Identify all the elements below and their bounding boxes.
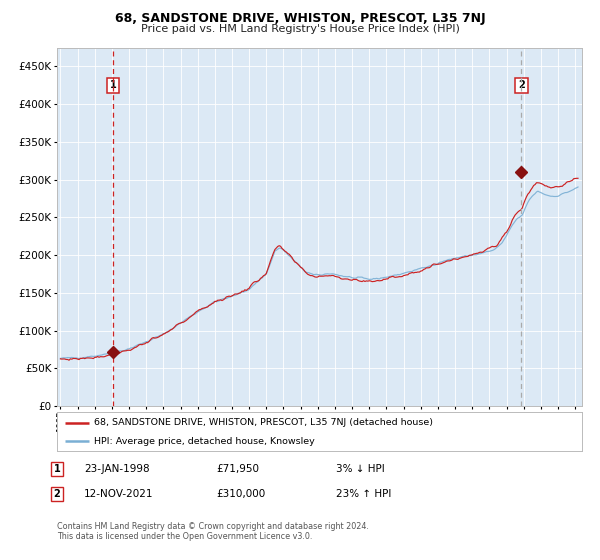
Text: 68, SANDSTONE DRIVE, WHISTON, PRESCOT, L35 7NJ (detached house): 68, SANDSTONE DRIVE, WHISTON, PRESCOT, L… xyxy=(94,418,433,427)
Text: 23% ↑ HPI: 23% ↑ HPI xyxy=(336,489,391,499)
Text: 1: 1 xyxy=(53,464,61,474)
Text: 2: 2 xyxy=(53,489,61,499)
Text: HPI: Average price, detached house, Knowsley: HPI: Average price, detached house, Know… xyxy=(94,436,314,446)
Text: £310,000: £310,000 xyxy=(216,489,265,499)
Text: 23-JAN-1998: 23-JAN-1998 xyxy=(84,464,149,474)
Text: Price paid vs. HM Land Registry's House Price Index (HPI): Price paid vs. HM Land Registry's House … xyxy=(140,24,460,34)
Text: 3% ↓ HPI: 3% ↓ HPI xyxy=(336,464,385,474)
Text: £71,950: £71,950 xyxy=(216,464,259,474)
Text: Contains HM Land Registry data © Crown copyright and database right 2024.: Contains HM Land Registry data © Crown c… xyxy=(57,522,369,531)
Text: 12-NOV-2021: 12-NOV-2021 xyxy=(84,489,154,499)
Text: 68, SANDSTONE DRIVE, WHISTON, PRESCOT, L35 7NJ: 68, SANDSTONE DRIVE, WHISTON, PRESCOT, L… xyxy=(115,12,485,25)
Text: 2: 2 xyxy=(518,80,525,90)
Text: 1: 1 xyxy=(110,80,116,90)
Text: This data is licensed under the Open Government Licence v3.0.: This data is licensed under the Open Gov… xyxy=(57,532,313,541)
